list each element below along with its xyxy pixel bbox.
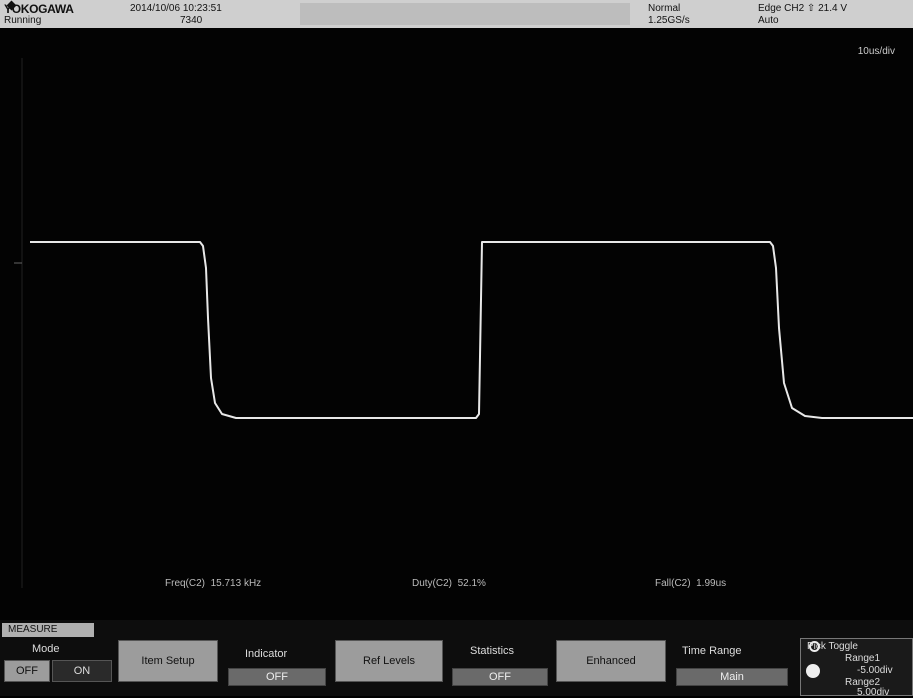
tab-measure[interactable]: MEASURE (2, 623, 94, 637)
waveform-trace-ch2 (30, 241, 913, 419)
range2-value[interactable]: 5.00div (857, 687, 890, 698)
sample-rate: 1.25GS/s (648, 15, 690, 26)
indicator-label: Indicator (245, 648, 288, 660)
pick-toggle-text: Pick Toggle (807, 641, 858, 652)
measurement-fall: Fall(C2) 1.99us (655, 578, 726, 589)
measurement-fall-value: 1.99us (696, 578, 727, 589)
measurement-freq-value: 15.713 kHz (210, 578, 262, 589)
range1-value[interactable]: -5.00div (857, 665, 893, 676)
range1-label: Range1 (845, 653, 881, 664)
mode-off-button[interactable]: OFF (4, 660, 50, 682)
time-per-div: 10us/div (857, 46, 895, 57)
time-range-value[interactable]: Main (676, 668, 788, 686)
range2-label: Range2 (845, 677, 881, 688)
ref-levels-button[interactable]: Ref Levels (335, 640, 443, 682)
time-range-label: Time Range (682, 645, 742, 657)
acquisition-mode: Normal (648, 3, 681, 14)
run-state: Running (4, 15, 42, 26)
mode-on-button[interactable]: ON (52, 660, 112, 682)
waveform-display (0, 28, 913, 620)
brand-text: YOKOGAWA (4, 2, 74, 16)
indicator-value[interactable]: OFF (228, 668, 326, 686)
statistics-label: Statistics (470, 645, 515, 657)
acquisition-count: 7340 (180, 15, 203, 26)
measurement-freq-label: Freq(C2) (165, 578, 206, 589)
measurement-duty-value: 52.1% (457, 578, 486, 589)
statistics-value[interactable]: OFF (452, 668, 548, 686)
mode-label: Mode (32, 643, 60, 655)
item-setup-button[interactable]: Item Setup (118, 640, 218, 682)
radio-icon (809, 641, 820, 652)
trigger-mode: Auto (758, 15, 779, 26)
status-bar-fill (300, 3, 630, 25)
trigger-setting: Edge CH2 ⇧ 21.4 V (758, 3, 847, 14)
jog-knob-icon[interactable] (806, 664, 820, 678)
datetime: 2014/10/06 10:23:51 (130, 3, 222, 14)
measurement-fall-label: Fall(C2) (655, 578, 691, 589)
status-bar: YOKOGAWA Running 2014/10/06 10:23:51 734… (0, 0, 913, 28)
measurement-duty: Duty(C2) 52.1% (412, 578, 486, 589)
measurement-freq: Freq(C2) 15.713 kHz (165, 578, 261, 589)
measurement-duty-label: Duty(C2) (412, 578, 453, 589)
waveform-svg (14, 58, 913, 588)
enhanced-button[interactable]: Enhanced (556, 640, 666, 682)
